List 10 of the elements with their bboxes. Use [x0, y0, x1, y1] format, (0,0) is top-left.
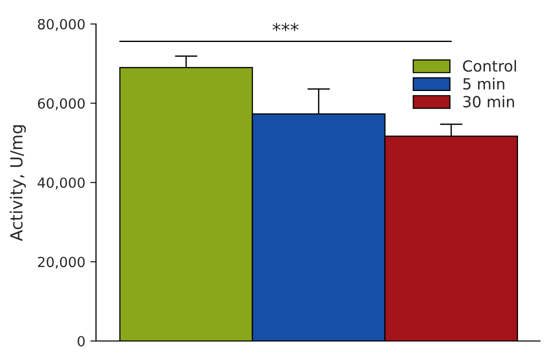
y-tick-label: 0 — [78, 336, 85, 346]
legend-label: Control — [463, 60, 516, 72]
y-tick-label: 20,000 — [38, 256, 85, 269]
legend-label: 5 min — [463, 78, 504, 90]
y-tick-label: 60,000 — [38, 98, 85, 110]
y-axis-title: Activity, U/mg — [10, 125, 26, 242]
ref-line-label: *** — [272, 22, 299, 32]
legend-label: 30 min — [463, 96, 514, 108]
y-tick-label: 40,000 — [38, 177, 85, 190]
y-tick-label: 80,000 — [38, 18, 85, 31]
